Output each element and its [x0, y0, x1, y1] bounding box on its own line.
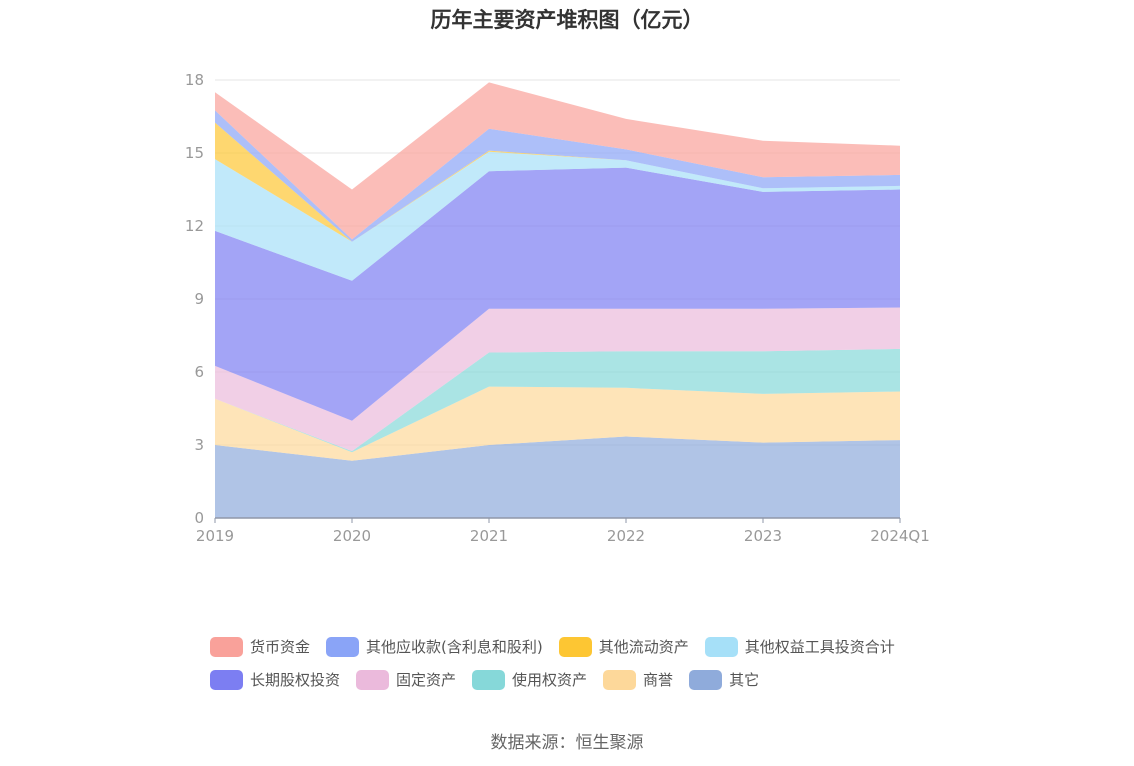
y-tick-label: 0 [194, 509, 204, 527]
area-series-3 [215, 307, 900, 452]
legend-label: 货币资金 [250, 638, 311, 656]
legend-item[interactable]: 货币资金 [210, 636, 310, 657]
legend-item[interactable]: 其它 [689, 669, 759, 690]
area-series-0 [215, 436, 900, 518]
x-tick-label: 2022 [607, 527, 645, 545]
legend-row: 长期股权投资 固定资产 使用权资产 商誉 其它 [210, 663, 970, 696]
x-tick-label: 2019 [196, 527, 234, 545]
x-tick-label: 2023 [744, 527, 782, 545]
legend-item[interactable]: 使用权资产 [472, 669, 587, 690]
area-series-2 [215, 348, 900, 453]
legend-item[interactable]: 其他权益工具投资合计 [704, 636, 895, 657]
y-tick-label: 6 [194, 363, 204, 381]
legend-item[interactable]: 其他应收款(含利息和股利) [326, 636, 543, 657]
legend-label: 商誉 [643, 671, 674, 689]
y-tick-label: 15 [185, 144, 204, 162]
legend-label: 长期股权投资 [250, 671, 341, 689]
data-source: 数据来源：恒生聚源 [490, 733, 644, 753]
legend-label: 使用权资产 [512, 671, 588, 689]
x-tick-label: 2020 [333, 527, 371, 545]
legend-swatch [210, 636, 243, 657]
stacked-area-chart: 0 3 6 9 12 15 18 2019 2020 2021 2022 2023 2024Q1 [185, 71, 930, 545]
legend-swatch [603, 669, 637, 690]
y-tick-label: 9 [194, 290, 204, 308]
axes: 0 3 6 9 12 15 18 2019 2020 2021 2022 2023 2024Q1 [185, 71, 930, 545]
legend-item[interactable]: 长期股权投资 [210, 669, 340, 690]
x-tick-label: 2024Q1 [870, 527, 930, 545]
legend-item[interactable]: 商誉 [603, 669, 673, 690]
legend-swatch [704, 636, 738, 657]
x-tick-label: 2021 [470, 527, 508, 545]
y-tick-label: 18 [185, 71, 204, 89]
legend: 货币资金 其他应收款(含利息和股利) 其他流动资产 其他权益工具投资合计长期股权投资 固… [210, 630, 970, 696]
area-series-5 [215, 151, 900, 281]
area-series-1 [215, 386, 900, 461]
y-tick-label: 12 [185, 217, 204, 235]
legend-label: 其他权益工具投资合计 [744, 638, 895, 656]
legend-swatch [689, 669, 723, 690]
area-series-4 [215, 167, 900, 421]
legend-label: 其他流动资产 [598, 638, 689, 656]
legend-label: 其它 [729, 671, 760, 689]
legend-swatch [326, 636, 360, 657]
legend-item[interactable]: 其他流动资产 [558, 636, 689, 657]
legend-row: 货币资金 其他应收款(含利息和股利) 其他流动资产 其他权益工具投资合计 [210, 630, 970, 663]
legend-swatch [558, 636, 592, 657]
chart-title: 历年主要资产堆积图（亿元） [430, 8, 704, 32]
legend-item[interactable]: 固定资产 [356, 669, 456, 690]
legend-swatch [210, 669, 243, 690]
legend-label: 固定资产 [396, 671, 457, 689]
legend-label: 其他应收款(含利息和股利) [366, 638, 543, 656]
y-tick-label: 3 [194, 436, 204, 454]
area-series-8 [215, 82, 900, 240]
legend-swatch [356, 669, 390, 690]
area-series [215, 82, 900, 518]
legend-swatch [472, 669, 506, 690]
